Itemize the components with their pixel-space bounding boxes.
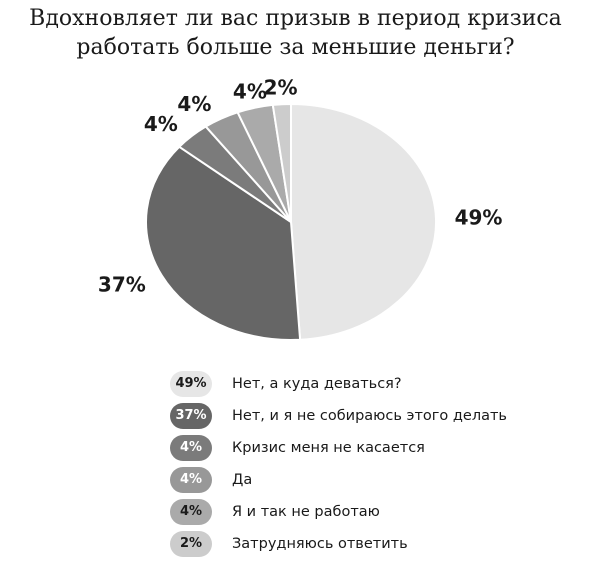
slice-data-label: 4% (144, 112, 178, 136)
chart-title: Вдохновляет ли вас призыв в период кризи… (0, 4, 591, 62)
legend-swatch: 4% (170, 499, 212, 525)
legend-swatch: 4% (170, 467, 212, 493)
legend-swatch: 37% (170, 403, 212, 429)
pie-slice (271, 102, 292, 223)
legend-label: Нет, и я не собираюсь этого делать (232, 408, 507, 424)
chart-title-line-2: работать больше за меньшие деньги? (76, 35, 515, 60)
slice-data-label: 4% (233, 80, 267, 104)
chart-legend: 49% Нет, а куда деваться? 37% Нет, и я н… (170, 369, 530, 561)
slice-data-label: 49% (455, 206, 503, 230)
legend-item: 4% Да (170, 465, 530, 497)
pie-slice (145, 145, 302, 342)
legend-item: 49% Нет, а куда деваться? (170, 369, 530, 401)
legend-label: Затрудняюсь ответить (232, 536, 408, 552)
slice-data-label: 2% (264, 76, 298, 100)
legend-item: 37% Нет, и я не собираюсь этого делать (170, 401, 530, 433)
pie-chart: 49%37%4%4%4%2% (98, 76, 503, 342)
slice-data-label: 4% (177, 92, 211, 116)
legend-label: Кризис меня не касается (232, 440, 425, 456)
legend-swatch: 4% (170, 435, 212, 461)
legend-swatch: 2% (170, 531, 212, 557)
legend-item: 4% Я и так не работаю (170, 497, 530, 529)
slice-data-label: 37% (98, 273, 146, 297)
chart-title-line-1: Вдохновляет ли вас призыв в период кризи… (29, 6, 562, 31)
legend-item: 2% Затрудняюсь ответить (170, 529, 530, 561)
legend-swatch: 49% (170, 371, 212, 397)
pie-slice (290, 102, 438, 341)
legend-label: Да (232, 472, 253, 488)
legend-label: Я и так не работаю (232, 504, 380, 520)
legend-item: 4% Кризис меня не касается (170, 433, 530, 465)
legend-label: Нет, а куда деваться? (232, 376, 402, 392)
